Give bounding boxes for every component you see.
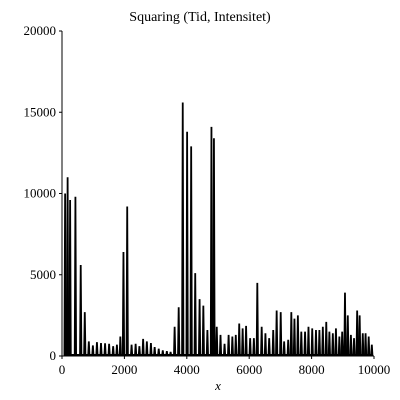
intensity-peak <box>343 292 347 357</box>
intensity-peak <box>306 326 311 357</box>
series-layer <box>63 102 374 357</box>
intensity-peak <box>68 199 72 357</box>
intensity-peak <box>103 343 107 357</box>
intensity-peak <box>177 307 181 357</box>
y-tick-label: 15000 <box>24 104 57 119</box>
intensity-peak <box>212 138 216 357</box>
intensity-peak <box>275 310 279 357</box>
intensity-peak <box>129 344 134 357</box>
x-tick-label: 2000 <box>111 362 137 377</box>
intensity-peak <box>193 273 197 357</box>
y-tick-label: 5000 <box>30 267 56 282</box>
intensity-peak <box>303 331 307 357</box>
intensity-peak <box>255 282 259 357</box>
intensity-peak <box>115 344 119 357</box>
intensity-peak <box>296 315 300 357</box>
intensity-peak <box>361 333 365 357</box>
intensity-peak <box>181 102 185 357</box>
intensity-peak <box>370 344 374 357</box>
intensity-peak <box>73 196 77 357</box>
intensity-peak <box>198 299 202 357</box>
intensity-peak <box>66 177 70 357</box>
x-tick-label: 10000 <box>358 362 391 377</box>
intensity-peak <box>355 310 359 357</box>
intensity-peak <box>252 338 256 357</box>
x-tick-label: 4000 <box>174 362 200 377</box>
intensity-peak <box>241 328 245 357</box>
axis-layer <box>61 31 374 357</box>
ticks-layer: 0 5000 10000 15000 20000 0 2000 4000 6000 8000 100… <box>24 23 391 377</box>
x-tick-label: 0 <box>59 362 66 377</box>
intensity-peak <box>121 251 126 357</box>
intensity-peak <box>321 326 325 357</box>
intensity-peak <box>99 342 103 357</box>
intensity-peak <box>289 312 293 357</box>
intensity-peak <box>234 334 238 357</box>
intensity-peak <box>87 341 91 357</box>
intensity-peak <box>79 264 83 357</box>
intensity-peak <box>248 338 252 357</box>
intensity-peak <box>215 326 219 357</box>
intensity-peak <box>337 336 341 357</box>
intensity-peak <box>271 329 275 357</box>
intensity-peak <box>327 331 331 357</box>
intensity-peak <box>141 338 145 357</box>
intensity-peak <box>346 315 350 357</box>
intensity-peak <box>358 315 362 357</box>
intensity-peak <box>83 312 87 357</box>
x-tick-label: 8000 <box>299 362 325 377</box>
intensity-peak <box>314 329 318 357</box>
intensity-peak <box>205 329 209 357</box>
intensity-peak <box>218 334 223 357</box>
intensity-peak <box>244 325 248 357</box>
intensity-peak <box>134 343 138 357</box>
chart-title: Squaring (Tid, Intensitet) <box>129 10 271 25</box>
intensity-peak <box>282 341 286 357</box>
intensity-peak <box>149 342 153 357</box>
intensity-peak <box>91 345 95 357</box>
intensity-peak <box>157 348 161 357</box>
intensity-peak <box>324 321 328 357</box>
intensity-peak <box>331 333 335 357</box>
intensity-peak <box>267 338 271 357</box>
intensity-peak <box>363 333 368 357</box>
intensity-peak <box>286 339 290 357</box>
y-tick-label: 0 <box>50 348 57 363</box>
intensity-peak <box>334 328 338 357</box>
intensity-peak <box>279 312 283 357</box>
intensity-peak <box>201 305 205 357</box>
y-tick-label: 20000 <box>24 23 57 38</box>
intensity-peak <box>125 206 129 357</box>
intensity-peak <box>145 341 149 357</box>
intensity-peak <box>111 346 115 357</box>
intensity-peak <box>227 334 231 357</box>
intensity-peak <box>153 346 157 357</box>
y-tick-label: 10000 <box>24 186 57 201</box>
intensity-peak <box>349 334 353 357</box>
intensity-peak <box>137 346 141 357</box>
intensity-peak <box>367 336 371 357</box>
intensity-peak <box>263 333 268 357</box>
intensity-peak <box>292 318 297 357</box>
intensity-peak <box>237 323 241 357</box>
intensity-peak <box>107 343 111 357</box>
intensity-peak <box>310 328 314 357</box>
intensity-peak <box>118 336 122 357</box>
intensity-peak <box>230 336 234 357</box>
intensity-peak <box>222 343 227 357</box>
intensity-peak <box>340 331 344 357</box>
intensity-peak <box>260 326 264 357</box>
intensity-peak <box>173 326 177 357</box>
intensity-peak <box>63 193 67 357</box>
x-tick-label: 6000 <box>236 362 262 377</box>
intensity-peak <box>352 338 356 357</box>
intensity-peak <box>209 126 214 357</box>
intensity-peak <box>317 329 321 357</box>
intensity-peak <box>95 342 99 357</box>
x-axis-label: x <box>214 378 221 393</box>
intensity-peak <box>299 331 303 357</box>
intensity-peak <box>189 146 193 357</box>
intensity-peak <box>185 131 189 357</box>
